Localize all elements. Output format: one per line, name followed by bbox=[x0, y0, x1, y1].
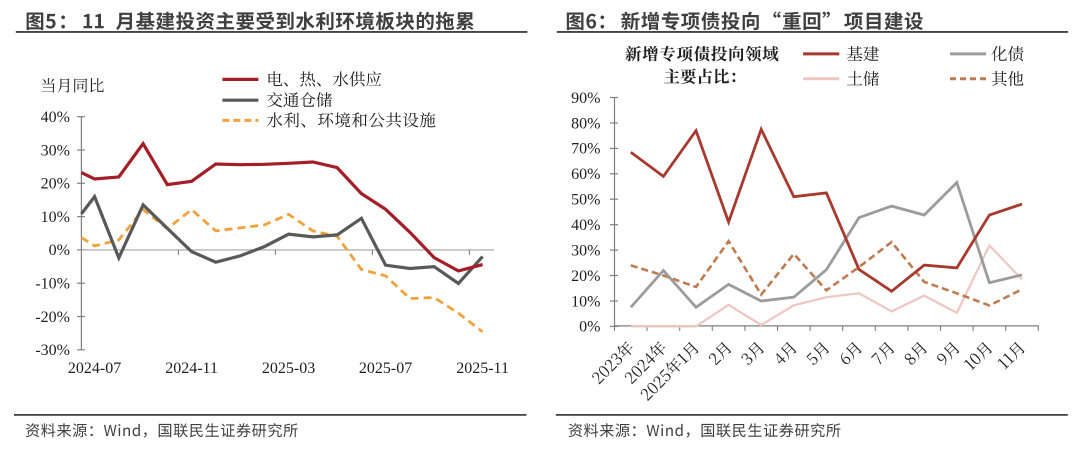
svg-text:40%: 40% bbox=[571, 217, 600, 234]
svg-text:-10%: -10% bbox=[35, 276, 70, 293]
svg-text:30%: 30% bbox=[41, 142, 70, 159]
svg-text:50%: 50% bbox=[571, 192, 600, 209]
svg-text:2025-11: 2025-11 bbox=[456, 360, 509, 377]
svg-text:0%: 0% bbox=[49, 242, 70, 259]
svg-text:80%: 80% bbox=[571, 115, 600, 132]
svg-text:-20%: -20% bbox=[35, 309, 70, 326]
svg-text:10%: 10% bbox=[41, 209, 70, 226]
svg-text:0%: 0% bbox=[579, 319, 600, 336]
svg-text:-30%: -30% bbox=[35, 342, 70, 359]
svg-text:2024-11: 2024-11 bbox=[165, 360, 218, 377]
svg-text:20%: 20% bbox=[571, 268, 600, 285]
svg-text:70%: 70% bbox=[571, 141, 600, 158]
svg-text:20%: 20% bbox=[41, 176, 70, 193]
svg-text:90%: 90% bbox=[571, 90, 600, 107]
svg-text:2024-07: 2024-07 bbox=[68, 360, 121, 377]
svg-text:30%: 30% bbox=[571, 242, 600, 259]
svg-text:40%: 40% bbox=[41, 109, 70, 126]
svg-text:10%: 10% bbox=[571, 293, 600, 310]
svg-text:2025-03: 2025-03 bbox=[262, 360, 315, 377]
svg-text:60%: 60% bbox=[571, 166, 600, 183]
svg-text:2025-07: 2025-07 bbox=[359, 360, 412, 377]
